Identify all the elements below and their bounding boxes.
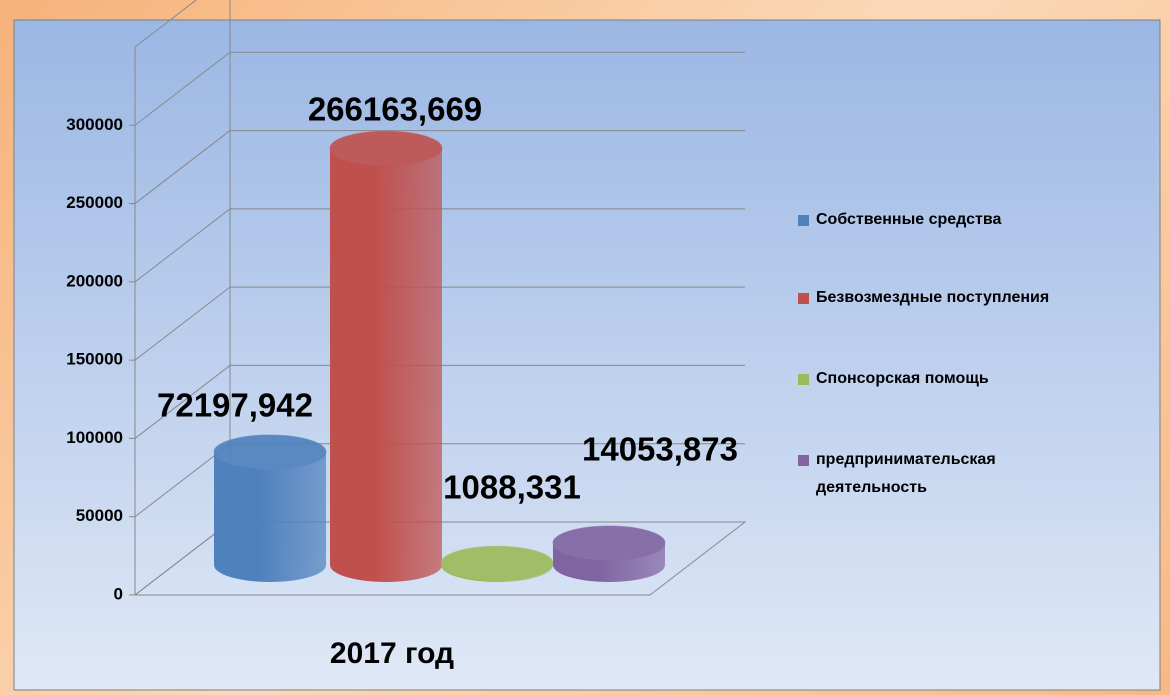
data-label: 14053,873 <box>582 431 738 468</box>
grid-diagonal <box>134 51 231 126</box>
legend-item: Спонсорская помощь <box>798 365 1116 393</box>
back-top <box>134 0 197 48</box>
legend-swatch <box>798 215 809 226</box>
cylinder-top <box>440 545 554 581</box>
plot-panel <box>13 19 1161 691</box>
y-tick-label: 300000 <box>66 115 123 134</box>
data-label: 266163,669 <box>308 91 482 128</box>
data-label: 72197,942 <box>157 387 313 424</box>
legend-label: Безвозмездные поступления <box>816 289 1050 306</box>
cylinder-body <box>214 451 326 582</box>
legend-item: Безвозмездные поступления <box>798 284 1170 312</box>
cylinder-top <box>213 434 327 470</box>
grid-diagonal <box>134 208 231 283</box>
grid-diagonal <box>134 130 231 204</box>
cylinder-top <box>329 130 443 166</box>
y-tick-label: 250000 <box>66 193 123 212</box>
legend-swatch <box>798 293 809 304</box>
cylinder-body <box>553 542 665 582</box>
legend-label: предпринимательская деятельность <box>816 451 996 496</box>
cylinder-top <box>552 525 666 561</box>
legend-label: Спонсорская помощь <box>816 370 989 387</box>
y-tick-label: 0 <box>114 584 123 603</box>
legend-item: Собственные средства <box>798 206 1116 234</box>
y-tick-label: 100000 <box>66 428 123 447</box>
y-tick-label: 50000 <box>76 506 123 525</box>
legend-swatch <box>798 455 809 466</box>
grid-diagonal <box>134 365 231 439</box>
y-tick-label: 200000 <box>66 271 123 290</box>
data-label: 1088,331 <box>443 469 581 506</box>
cylinder-body <box>330 148 442 583</box>
y-tick-label: 150000 <box>66 350 123 369</box>
grid-diagonal <box>134 286 231 361</box>
legend-swatch <box>798 374 809 385</box>
legend-item: предпринимательская деятельность <box>798 446 1076 502</box>
x-category-label: 2017 год <box>330 637 454 670</box>
legend-label: Собственные средства <box>816 211 1002 228</box>
